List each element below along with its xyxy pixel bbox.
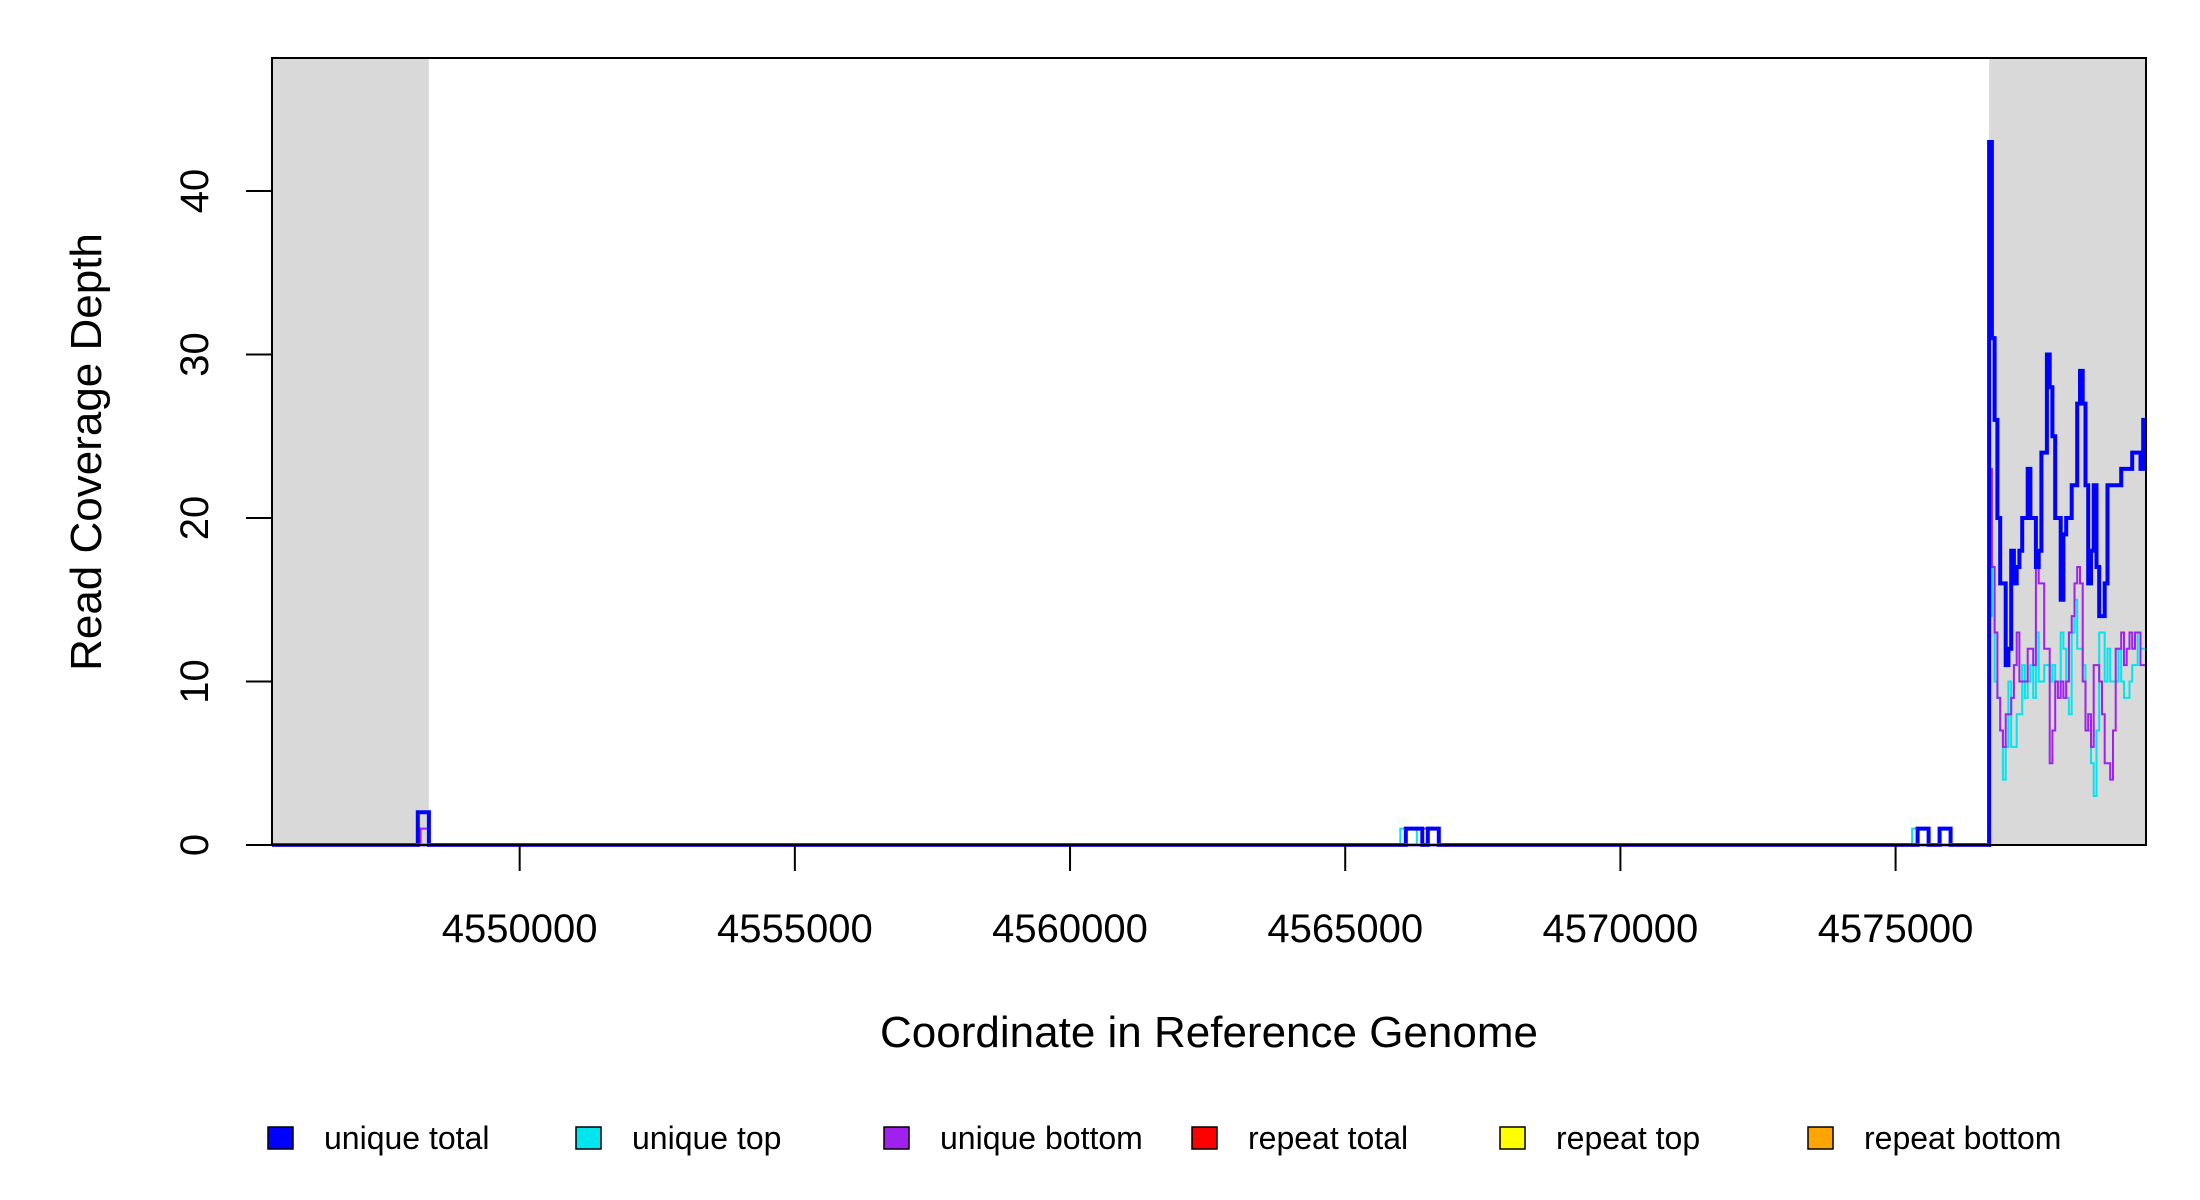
- y-tick-label: 20: [173, 496, 217, 541]
- legend-swatch: [883, 1126, 910, 1150]
- x-tick-label: 4575000: [1818, 907, 1974, 951]
- legend: unique total unique top unique bottom repea…: [267, 1120, 2061, 1156]
- legend-label: unique total: [324, 1120, 489, 1156]
- x-tick-label: 4565000: [1267, 907, 1423, 951]
- series-line-unique-top: [272, 566, 2146, 846]
- series-line-unique-bottom: [272, 467, 2146, 846]
- x-tick-label: 4555000: [717, 907, 873, 951]
- shaded-regions: [272, 58, 2146, 845]
- y-tick-label: 30: [173, 332, 217, 377]
- x-tick-label: 4550000: [442, 907, 598, 951]
- y-tick-label: 40: [173, 169, 217, 214]
- legend-swatch: [267, 1126, 294, 1150]
- legend-label: unique bottom: [940, 1120, 1143, 1156]
- series-line-unique-total: [272, 140, 2146, 847]
- legend-item: repeat top: [1499, 1120, 1700, 1156]
- legend-swatch: [1807, 1126, 1834, 1150]
- legend-item: unique total: [267, 1120, 489, 1156]
- excluded-region-1: [272, 58, 429, 845]
- legend-item: unique top: [575, 1120, 781, 1156]
- legend-item: unique bottom: [883, 1120, 1143, 1156]
- legend-label: repeat top: [1556, 1120, 1700, 1156]
- y-axis: 0 10 20 30 40: [173, 169, 273, 856]
- y-tick-label: 0: [173, 834, 217, 856]
- legend-item: repeat bottom: [1807, 1120, 2061, 1156]
- legend-label: unique top: [632, 1120, 781, 1156]
- x-tick-label: 4560000: [992, 907, 1148, 951]
- legend-swatch: [1499, 1126, 1526, 1150]
- plot-frame: [271, 57, 2147, 846]
- x-tick-label: 4570000: [1543, 907, 1699, 951]
- y-tick-label: 10: [173, 659, 217, 704]
- legend-swatch: [575, 1126, 602, 1150]
- series-lines: [272, 140, 2146, 847]
- legend-label: repeat total: [1248, 1120, 1408, 1156]
- x-axis: 4550000 4555000 4560000 4565000 4570000 45750…: [442, 845, 1974, 951]
- y-axis-title: Read Coverage Depth: [62, 233, 111, 671]
- legend-item: repeat total: [1191, 1120, 1408, 1156]
- x-axis-title: Coordinate in Reference Genome: [880, 1008, 1538, 1057]
- legend-label: repeat bottom: [1864, 1120, 2061, 1156]
- legend-swatch: [1191, 1126, 1218, 1150]
- excluded-region-2: [1989, 58, 2146, 845]
